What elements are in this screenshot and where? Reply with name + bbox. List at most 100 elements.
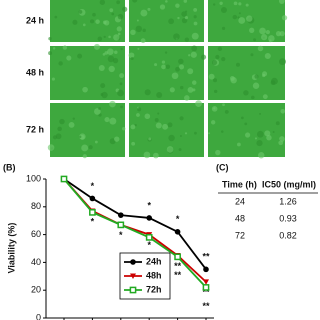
cell xyxy=(156,92,163,99)
marker xyxy=(89,195,96,202)
panel-label: (B) xyxy=(3,162,16,172)
cell xyxy=(55,133,62,140)
micrograph xyxy=(208,103,285,157)
row-label: 72 h xyxy=(26,124,44,134)
significance: * xyxy=(147,200,151,210)
y-tick-label: 40 xyxy=(31,257,41,267)
cell xyxy=(111,12,115,16)
cell xyxy=(179,135,182,138)
cell xyxy=(62,45,68,50)
cell xyxy=(178,58,184,65)
cell xyxy=(264,130,271,137)
cell xyxy=(119,73,125,79)
cell xyxy=(195,100,202,107)
cell xyxy=(254,137,258,140)
cell xyxy=(114,50,118,55)
cell xyxy=(213,78,218,83)
cell xyxy=(212,3,216,6)
cell xyxy=(193,21,198,26)
marker xyxy=(129,286,137,294)
cell xyxy=(168,18,175,25)
cell xyxy=(166,146,174,153)
significance: * xyxy=(119,230,123,240)
micrograph xyxy=(129,0,204,42)
table-cell: 72 xyxy=(235,230,245,240)
cell xyxy=(278,58,286,66)
cell xyxy=(82,23,86,27)
marker xyxy=(130,259,136,265)
cell xyxy=(191,45,198,52)
cell xyxy=(109,100,116,108)
row-label: 48 h xyxy=(26,67,44,77)
cell xyxy=(47,144,55,151)
cell xyxy=(52,135,58,140)
cell xyxy=(119,82,123,86)
table-cell: 1.26 xyxy=(279,196,297,206)
cell xyxy=(237,142,241,147)
cell xyxy=(210,120,216,125)
micrograph xyxy=(50,46,125,100)
cell xyxy=(108,35,111,39)
marker xyxy=(117,221,125,229)
cell xyxy=(132,0,138,3)
cell xyxy=(58,61,63,66)
marker xyxy=(118,212,124,218)
cell xyxy=(157,112,160,115)
cell xyxy=(155,122,162,129)
cell xyxy=(244,132,251,138)
legend-label: 24h xyxy=(146,256,162,266)
cell xyxy=(175,66,180,72)
cell xyxy=(246,15,253,22)
row-label: 24 h xyxy=(26,15,44,25)
cell xyxy=(148,137,152,141)
marker xyxy=(60,175,68,183)
significance: * xyxy=(91,181,95,191)
cell xyxy=(275,31,282,37)
cell xyxy=(88,145,93,150)
table-header: Time (h) xyxy=(222,179,257,189)
cell xyxy=(194,131,197,135)
cell xyxy=(238,12,241,15)
cell xyxy=(238,17,246,24)
significance: * xyxy=(176,214,180,224)
cell xyxy=(153,152,159,159)
cell xyxy=(117,89,124,97)
cell xyxy=(251,95,255,100)
cell xyxy=(92,12,96,17)
cell xyxy=(279,136,285,142)
cell xyxy=(114,136,120,142)
cell xyxy=(98,64,105,71)
cell xyxy=(130,29,136,36)
cell xyxy=(103,20,110,26)
marker xyxy=(174,253,181,261)
cell xyxy=(100,83,106,89)
y-tick-label: 80 xyxy=(31,201,41,211)
cell xyxy=(180,85,184,90)
cell xyxy=(208,73,215,80)
cell xyxy=(168,134,175,142)
cell xyxy=(221,130,224,133)
cell xyxy=(128,52,135,59)
marker xyxy=(203,266,209,273)
cell xyxy=(171,72,179,80)
cell xyxy=(167,122,173,128)
cell xyxy=(238,2,242,6)
cell xyxy=(109,117,117,125)
cell xyxy=(252,82,260,89)
table-cell: 0.93 xyxy=(279,213,297,223)
cell xyxy=(136,113,140,117)
cell xyxy=(147,7,151,11)
cell xyxy=(217,46,223,52)
cell xyxy=(98,107,101,110)
cell xyxy=(184,95,190,101)
cell xyxy=(97,36,103,42)
cell xyxy=(161,60,166,64)
cell xyxy=(221,26,226,30)
cell xyxy=(122,6,128,12)
cell xyxy=(254,74,259,79)
cell xyxy=(101,91,108,99)
cell xyxy=(82,86,88,93)
cell xyxy=(262,71,268,77)
cell xyxy=(109,8,114,13)
cell xyxy=(137,107,142,112)
